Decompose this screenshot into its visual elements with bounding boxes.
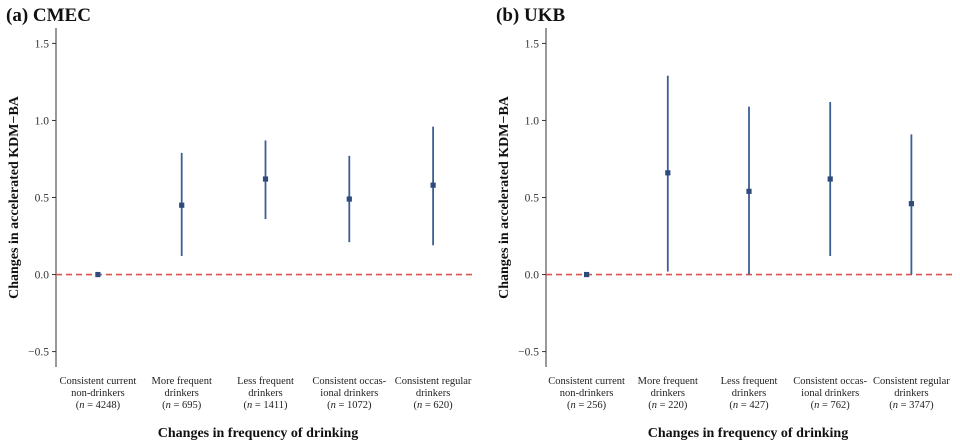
point-estimate [430, 182, 436, 188]
x-category-label: Consistent regular [873, 376, 950, 387]
x-category-label: Consistent regular [395, 376, 472, 387]
y-tick-label: 0.5 [525, 193, 540, 205]
n-open-paren: ( [414, 400, 418, 411]
x-category-label: drinkers [732, 388, 766, 399]
point-estimate [262, 176, 269, 182]
x-category-n-label: (n = 220) [648, 400, 688, 411]
point-estimate [908, 201, 914, 207]
y-axis-label: Changes in accelerated KDM−BA [497, 95, 512, 299]
n-symbol: n [893, 400, 898, 411]
x-category-label: Consistent occas- [793, 376, 867, 387]
point-estimate [584, 271, 590, 278]
y-tick-label: 1.0 [35, 115, 50, 127]
point-estimate [179, 202, 185, 208]
x-category-label: Less frequent [237, 376, 294, 387]
n-value: = 256) [576, 400, 607, 411]
y-tick-label: 1.0 [525, 115, 540, 127]
x-category-label: Consistent current [60, 376, 137, 387]
n-symbol: n [571, 400, 576, 411]
panel-a: (a) CMEC −0.5 0.0 0.5 1.0 1.5 Changes in accel… [6, 5, 475, 441]
x-category-n-label: (n = 762) [811, 400, 851, 411]
n-value: = 3747) [898, 400, 934, 411]
n-open-paren: ( [567, 400, 571, 411]
x-category-n-label: (n = 3747) [889, 400, 934, 411]
n-symbol: n [733, 400, 738, 411]
n-value: = 695) [171, 400, 202, 411]
n-open-paren: ( [327, 400, 331, 411]
x-category-label: Less frequent [721, 376, 778, 387]
n-value: = 1411) [252, 400, 288, 411]
point-estimate [827, 176, 833, 182]
n-symbol: n [331, 400, 336, 411]
x-category-n-label: (n = 1072) [327, 400, 372, 411]
panel-title: (a) CMEC [6, 5, 91, 26]
x-category-n-label: (n = 256) [567, 400, 607, 411]
n-open-paren: ( [162, 400, 166, 411]
panel-b: (b) UKB −0.5 0.0 0.5 1.0 1.5 Changes in accele… [496, 5, 952, 441]
n-value: = 1072) [336, 400, 372, 411]
x-category-label: ional drinkers [801, 388, 859, 399]
n-open-paren: ( [76, 400, 80, 411]
n-value: = 220) [657, 400, 688, 411]
y-axis-label: Changes in accelerated KDM−BA [7, 95, 22, 299]
x-category-label: More frequent [152, 376, 212, 387]
y-tick-label: −0.5 [518, 347, 539, 359]
n-symbol: n [247, 400, 252, 411]
point-estimate [746, 188, 752, 194]
n-symbol: n [652, 400, 657, 411]
point-estimate [665, 170, 671, 176]
x-category-label: drinkers [248, 388, 282, 399]
n-symbol: n [417, 400, 422, 411]
x-category-label: More frequent [638, 376, 698, 387]
y-tick-label: 0.0 [35, 270, 50, 282]
y-tick-label: −0.5 [28, 347, 49, 359]
n-open-paren: ( [648, 400, 652, 411]
x-category-label: non-drinkers [560, 388, 614, 399]
y-tick-label: 1.5 [35, 38, 50, 50]
x-category-label: ional drinkers [320, 388, 378, 399]
n-open-paren: ( [811, 400, 815, 411]
x-category-label: Consistent current [548, 376, 625, 387]
n-symbol: n [79, 400, 84, 411]
x-axis-label: Changes in frequency of drinking [158, 426, 358, 441]
n-value: = 762) [819, 400, 850, 411]
point-estimate [95, 271, 101, 278]
x-category-n-label: (n = 1411) [243, 400, 288, 411]
n-symbol: n [166, 400, 171, 411]
n-open-paren: ( [243, 400, 247, 411]
x-category-label: drinkers [894, 388, 928, 399]
x-category-label: drinkers [416, 388, 450, 399]
n-value: = 4248) [84, 400, 120, 411]
panel-title: (b) UKB [496, 5, 565, 26]
y-tick-label: 0.0 [525, 270, 540, 282]
x-category-label: non-drinkers [71, 388, 125, 399]
n-open-paren: ( [889, 400, 893, 411]
x-category-label: Consistent occas- [312, 376, 386, 387]
point-estimate [346, 196, 352, 202]
n-open-paren: ( [729, 400, 733, 411]
x-category-n-label: (n = 695) [162, 400, 202, 411]
y-tick-label: 1.5 [525, 38, 540, 50]
y-tick-label: 0.5 [35, 193, 50, 205]
x-category-n-label: (n = 620) [414, 400, 454, 411]
x-category-label: drinkers [164, 388, 198, 399]
n-symbol: n [814, 400, 819, 411]
n-value: = 620) [422, 400, 453, 411]
x-category-label: drinkers [651, 388, 685, 399]
x-category-n-label: (n = 427) [729, 400, 769, 411]
n-value: = 427) [738, 400, 769, 411]
x-category-n-label: (n = 4248) [76, 400, 121, 411]
x-axis-label: Changes in frequency of drinking [648, 426, 848, 441]
